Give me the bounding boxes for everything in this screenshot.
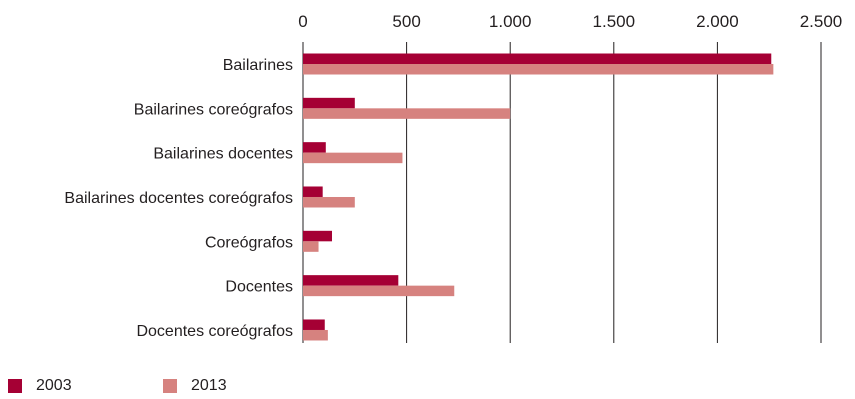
bar-2013	[303, 285, 455, 297]
category-label: Coreógrafos	[205, 234, 293, 251]
legend-swatch-2013	[163, 379, 177, 393]
x-tick-label: 0	[298, 12, 307, 31]
bar-2003	[303, 53, 772, 64]
x-tick-label: 2.000	[696, 12, 739, 31]
category-labels: Bailarines Bailarines coreógrafos Bailarin…	[64, 57, 293, 340]
bar-2013	[303, 196, 355, 208]
x-tick-label: 2.500	[800, 12, 843, 31]
x-tick-label: 1.000	[489, 12, 532, 31]
x-tick-label: 500	[392, 12, 420, 31]
x-tick-label: 1.500	[593, 12, 636, 31]
category-label: Bailarines	[223, 57, 293, 74]
legend-item-2013: 2013	[163, 377, 227, 395]
legend: 2003 2013	[0, 377, 855, 399]
bar-2003	[303, 97, 355, 109]
category-label: Bailarines coreógrafos	[134, 101, 293, 118]
bar-2013	[303, 108, 511, 119]
legend-label-2003: 2003	[36, 377, 72, 394]
bar-2013	[303, 64, 774, 75]
bar-2003	[303, 319, 325, 330]
bar-2003	[303, 275, 399, 286]
bar-2013	[303, 241, 319, 252]
legend-item-2003: 2003	[8, 377, 72, 395]
category-label: Bailarines docentes	[153, 146, 293, 163]
legend-swatch-2003	[8, 379, 22, 393]
category-label: Bailarines docentes coreógrafos	[64, 190, 293, 207]
category-label: Docentes	[225, 279, 293, 296]
bar-2003	[303, 142, 326, 153]
legend-label-2013: 2013	[191, 377, 227, 394]
category-label: Docentes coreógrafos	[136, 323, 293, 340]
bar-2003	[303, 186, 323, 197]
x-axis-tick-labels: 0 500 1.000 1.500 2.000 2.500	[298, 12, 842, 31]
bars	[303, 53, 774, 341]
grid-lines	[302, 42, 822, 343]
bar-2013	[303, 329, 328, 341]
bar-2003	[303, 230, 333, 242]
bar-2013	[303, 152, 403, 164]
bar-chart: 0 500 1.000 1.500 2.000 2.500 BailarinesBaila…	[64, 12, 842, 343]
